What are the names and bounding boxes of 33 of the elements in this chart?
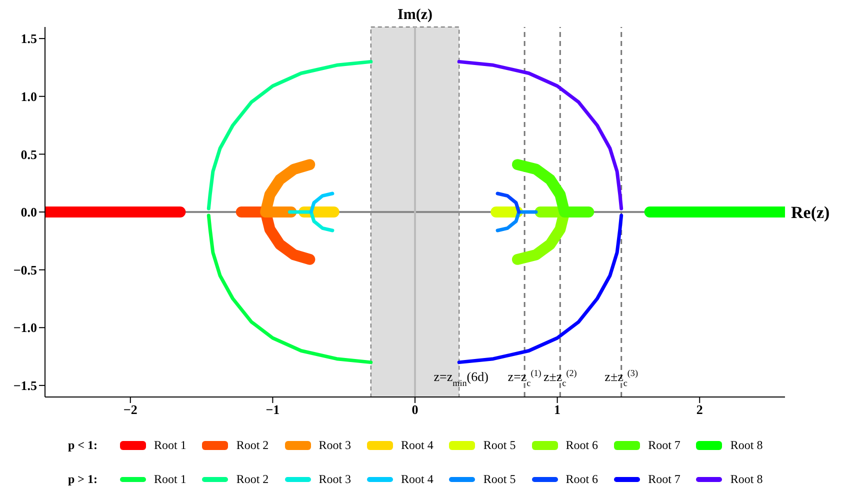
band-label: z=z$_{min}$(6d) <box>434 369 488 388</box>
x-tick-label: 1 <box>554 402 561 418</box>
legend-label: Root 3 <box>318 438 352 452</box>
y-tick-label: 1.5 <box>20 31 38 46</box>
legend-label: Root 1 <box>154 472 186 486</box>
legend-label: Root 5 <box>483 472 516 486</box>
x-tick-label: −2 <box>123 402 138 418</box>
y-tick-label: −0.5 <box>13 262 38 278</box>
legend-label: Root 4 <box>401 472 434 486</box>
legend-label: Root 8 <box>730 472 763 486</box>
legend-label: Root 3 <box>318 472 352 486</box>
legend-label: Root 2 <box>236 472 269 486</box>
y-tick-label: −1.0 <box>13 320 37 336</box>
ref-line-label: Re(z) <box>791 203 830 222</box>
legend-label: Root 6 <box>566 472 598 486</box>
legend-label: Root 5 <box>483 438 516 452</box>
y-tick-label: 0.5 <box>20 146 38 162</box>
x-tick-label: 0 <box>412 402 418 418</box>
legend-label: Root 4 <box>401 438 434 452</box>
y-tick-label: −1.5 <box>13 378 38 394</box>
legend-label: Root 7 <box>648 438 680 452</box>
legend-label: Root 6 <box>566 438 598 452</box>
x-tick-label: 2 <box>696 402 703 418</box>
legend-label: Root 2 <box>236 438 269 452</box>
x-tick-label: −1 <box>266 402 280 418</box>
legend-label: Root 1 <box>154 438 186 452</box>
y-tick-label: 1.0 <box>20 88 37 104</box>
text: p > 1: <box>68 472 99 486</box>
text: p < 1: <box>68 438 99 452</box>
legend-label: Root 8 <box>730 438 763 452</box>
legend-label: Root 7 <box>648 472 680 486</box>
ref-line-label: Im(z) <box>398 7 432 23</box>
y-tick-label: 0.0 <box>20 204 37 220</box>
